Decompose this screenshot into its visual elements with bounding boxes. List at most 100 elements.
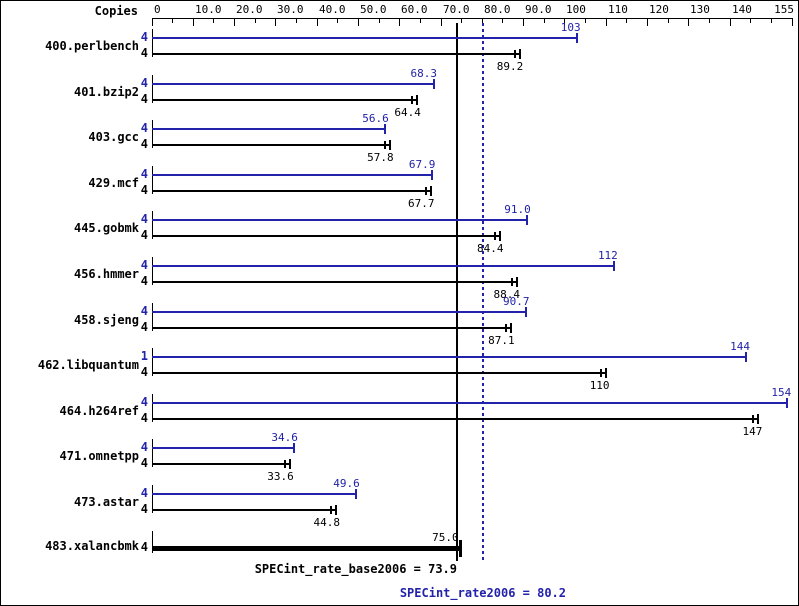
bar-base (151, 98, 418, 101)
axis-tick-major (275, 19, 276, 26)
copies-header: Copies (94, 4, 138, 18)
bar-base (151, 509, 337, 511)
benchmark-label: 473.astar (73, 495, 139, 509)
bar-cap-base-inner (505, 323, 508, 332)
bar-cap-base-inner (425, 186, 428, 195)
axis-tick-major (647, 19, 648, 26)
value-label-base: 87.1 (488, 333, 515, 347)
value-label-peak: 90.7 (503, 294, 530, 308)
value-label-base: 84.4 (476, 242, 504, 256)
bar-cap-peak (525, 306, 527, 317)
axis-tick-minor (172, 19, 173, 23)
value-label-base: 110 (589, 379, 610, 393)
copies-value-peak: 4 (140, 394, 148, 409)
bar-base (151, 417, 759, 420)
copies-value-base: 4 (140, 410, 148, 425)
value-label-peak: 112 (597, 249, 618, 262)
bar-cap-base (335, 505, 338, 515)
axis-tick-minor (502, 19, 503, 23)
axis-tick-label: 140 (732, 3, 752, 16)
benchmark-label: 483.xalancbmk (45, 538, 139, 553)
bar-peak (151, 173, 432, 176)
bar-cap-peak (355, 489, 358, 499)
axis-tick-label: 60.0 (401, 3, 428, 16)
copies-value-peak: 4 (140, 30, 148, 44)
copies-value-base: 4 (140, 182, 148, 197)
axis-tick-major (730, 19, 731, 26)
bar-base-single (151, 545, 462, 551)
bar-cap-base-inner (284, 460, 287, 469)
value-label-peak: 67.9 (408, 157, 436, 171)
row-axis-stub (152, 120, 153, 149)
axis-tick-minor (626, 19, 627, 23)
benchmark-label: 429.mcf (88, 175, 139, 190)
bar-base (151, 189, 432, 192)
axis-tick-label: 10.0 (195, 3, 222, 16)
bar-cap-base-inner (330, 506, 333, 514)
copies-value-base: 4 (140, 319, 148, 334)
bar-peak (151, 401, 788, 404)
bar-peak (151, 128, 386, 131)
copies-value-base: 4 (140, 274, 148, 288)
bar-cap-base-single (459, 539, 463, 557)
axis-tick-major (234, 19, 235, 26)
bar-peak (151, 447, 295, 450)
row-axis-stub (152, 257, 153, 285)
axis-tick-major (792, 19, 793, 26)
footer-base-score: SPECint_rate_base2006 = 73.9 (254, 562, 457, 576)
bar-cap-base-inner (384, 141, 387, 150)
benchmark-label: 403.gcc (88, 130, 139, 145)
row-axis-stub (152, 211, 153, 240)
value-label-peak: 68.3 (410, 66, 438, 80)
bar-cap-peak (430, 169, 433, 180)
copies-value-base: 4 (140, 137, 148, 152)
axis-tick-label: 30.0 (277, 3, 304, 16)
row-axis-stub (152, 439, 153, 468)
benchmark-label: 458.sjeng (73, 312, 139, 327)
axis-tick-label: 110 (608, 3, 628, 16)
axis-tick-major (482, 19, 483, 26)
axis-tick-label: 100 (566, 3, 586, 16)
bar-cap-peak (575, 33, 578, 43)
bar-cap-base (389, 140, 392, 151)
copies-value-peak: 4 (140, 166, 148, 181)
axis-line (151, 18, 793, 19)
bar-cap-base-inner (493, 232, 496, 241)
reference-line-base (456, 23, 458, 561)
footer-peak-score: SPECint_rate2006 = 80.2 (399, 586, 566, 600)
row-axis-stub (152, 29, 153, 57)
axis-tick-label: 90.0 (525, 3, 552, 16)
bar-cap-base-inner (513, 50, 516, 58)
bar-cap-base (498, 231, 501, 242)
benchmark-label: 445.gobmk (73, 221, 139, 236)
bar-base (151, 372, 606, 375)
axis-tick-major (523, 19, 524, 26)
value-label-peak: 103 (560, 21, 581, 34)
bar-cap-peak (745, 352, 748, 363)
axis-tick-label: 40.0 (319, 3, 346, 16)
axis-tick-label: 120 (649, 3, 669, 16)
axis-tick-label: 50.0 (360, 3, 387, 16)
value-label-peak: 56.6 (362, 112, 389, 126)
axis-tick-major (606, 19, 607, 26)
benchmark-label: 401.bzip2 (73, 84, 139, 99)
bar-peak (151, 219, 528, 222)
bar-peak (151, 82, 434, 85)
value-label-base: 57.8 (367, 151, 394, 165)
bar-cap-base (416, 94, 419, 105)
axis-tick-minor (544, 19, 545, 23)
bar-cap-peak (384, 124, 387, 135)
row-axis-stub (152, 74, 153, 103)
bar-peak (151, 493, 357, 495)
copies-value-peak: 4 (140, 212, 148, 227)
bar-peak (151, 356, 747, 359)
benchmark-label: 456.hmmer (73, 267, 139, 281)
axis-tick-major (564, 19, 565, 26)
axis-tick-minor (668, 19, 669, 23)
value-label-peak: 34.6 (271, 431, 298, 445)
copies-value-peak: 4 (140, 440, 148, 455)
bar-cap-base-inner (599, 369, 602, 378)
value-label-peak: 144 (730, 340, 750, 354)
axis-tick-major (193, 19, 194, 26)
